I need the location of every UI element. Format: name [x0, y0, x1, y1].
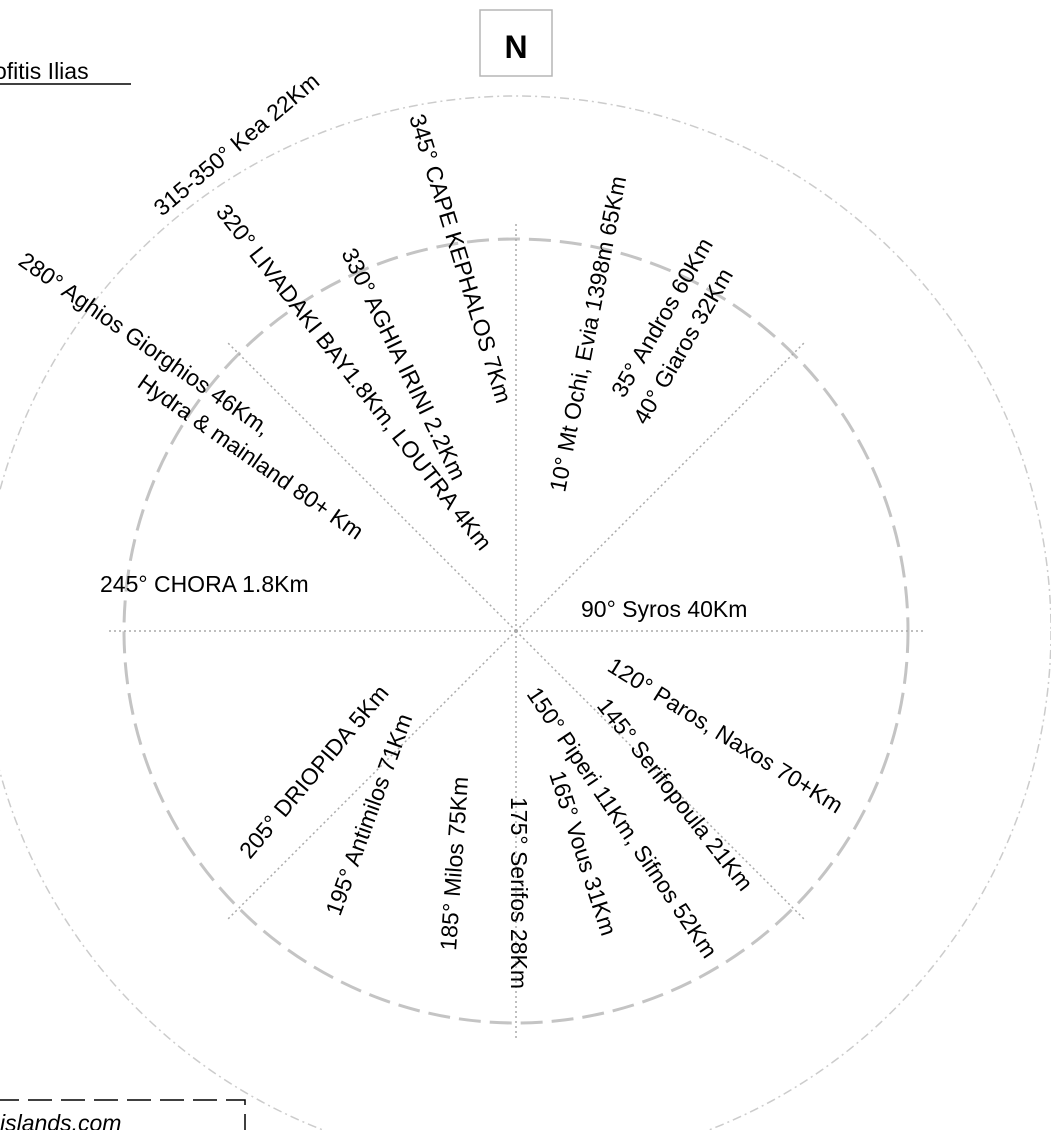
bearing-ray-315 [225, 340, 517, 632]
label-kea: 315-350° Kea 22Km [149, 68, 325, 221]
page-title: ofitis Ilias [0, 58, 89, 84]
north-box [479, 9, 553, 77]
label-cape-kephalos: 345° CAPE KEPHALOS 7Km [404, 111, 517, 406]
label-hydra-mainland: Hydra & mainland 80+ Km [133, 369, 368, 545]
label-serifos: 175° Serifos 28Km [506, 797, 532, 989]
bearing-ray-45 [515, 340, 807, 632]
credit-box-border [0, 1099, 246, 1130]
north-label: N [504, 29, 527, 65]
credit-text: islands.com [0, 1110, 121, 1130]
bearing-rays [106, 221, 926, 1041]
label-syros: 90° Syros 40Km [581, 596, 747, 622]
bearing-ray-135 [515, 630, 807, 922]
label-aghios-giorghios: 280° Aghios Giorghios 46Km, [14, 247, 275, 441]
bearing-ray-225 [225, 630, 517, 922]
label-mt-ochi: 10° Mt Ochi, Evia 1398m 65Km [544, 174, 631, 494]
label-milos: 185° Milos 75Km [435, 776, 473, 951]
label-chora: 245° CHORA 1.8Km [100, 571, 309, 597]
